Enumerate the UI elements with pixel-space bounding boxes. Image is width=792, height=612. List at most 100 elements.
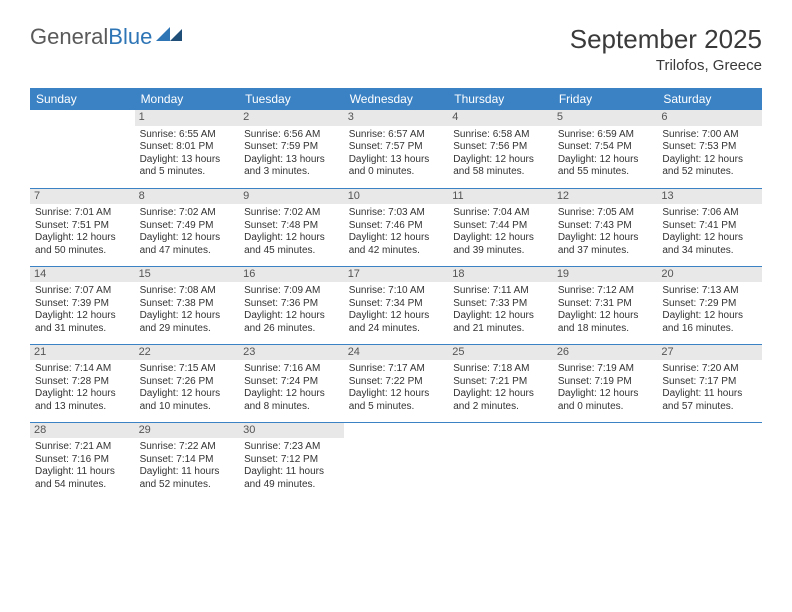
sunset-line: Sunset: 7:16 PM: [35, 454, 130, 467]
day-number: 3: [344, 110, 449, 126]
dow-thursday: Thursday: [448, 88, 553, 110]
daylight-line: Daylight: 12 hours and 24 minutes.: [349, 310, 444, 335]
empty-cell: [30, 110, 135, 188]
sunset-line: Sunset: 8:01 PM: [140, 141, 235, 154]
day-number: 2: [239, 110, 344, 126]
sunrise-line: Sunrise: 7:05 AM: [558, 207, 653, 220]
daylight-line: Daylight: 13 hours and 0 minutes.: [349, 154, 444, 179]
sunset-line: Sunset: 7:14 PM: [140, 454, 235, 467]
sunset-line: Sunset: 7:12 PM: [244, 454, 339, 467]
sunrise-line: Sunrise: 6:55 AM: [140, 129, 235, 142]
sunrise-line: Sunrise: 7:06 AM: [662, 207, 757, 220]
sunrise-line: Sunrise: 7:08 AM: [140, 285, 235, 298]
day-number: 18: [448, 267, 553, 283]
empty-cell: [553, 422, 658, 500]
sunrise-line: Sunrise: 7:23 AM: [244, 441, 339, 454]
sunrise-line: Sunrise: 7:17 AM: [349, 363, 444, 376]
day-cell: 30Sunrise: 7:23 AMSunset: 7:12 PMDayligh…: [239, 422, 344, 500]
sunrise-line: Sunrise: 6:57 AM: [349, 129, 444, 142]
header: GeneralBlue September 2025 Trilofos, Gre…: [30, 24, 762, 74]
day-number: 26: [553, 345, 658, 361]
sunrise-line: Sunrise: 7:18 AM: [453, 363, 548, 376]
week-row: 7Sunrise: 7:01 AMSunset: 7:51 PMDaylight…: [30, 188, 762, 266]
sunrise-line: Sunrise: 7:21 AM: [35, 441, 130, 454]
day-number: 1: [135, 110, 240, 126]
sunset-line: Sunset: 7:54 PM: [558, 141, 653, 154]
week-row: 14 Sunrise: 7:07 AMSunset: 7:39 PM Dayligh…: [30, 266, 762, 344]
day-cell: 12Sunrise: 7:05 AMSunset: 7:43 PMDayligh…: [553, 188, 658, 266]
daylight-line: Daylight: 12 hours and 13 minutes.: [35, 388, 130, 413]
day-number: 8: [135, 189, 240, 205]
day-cell: 13Sunrise: 7:06 AMSunset: 7:41 PMDayligh…: [657, 188, 762, 266]
day-number: 12: [553, 189, 658, 205]
week-row: 28Sunrise: 7:21 AMSunset: 7:16 PMDayligh…: [30, 422, 762, 500]
day-cell: 26Sunrise: 7:19 AMSunset: 7:19 PMDayligh…: [553, 344, 658, 422]
daylight-line: Daylight: 12 hours and 55 minutes.: [558, 154, 653, 179]
day-number: 7: [30, 189, 135, 205]
day-number: 27: [657, 345, 762, 361]
sunrise-line: Sunrise: 7:14 AM: [35, 363, 130, 376]
day-number: 20: [657, 267, 762, 283]
sunset-line: Sunset: 7:41 PM: [662, 220, 757, 233]
day-cell: 11Sunrise: 7:04 AMSunset: 7:44 PMDayligh…: [448, 188, 553, 266]
sunrise-line: Sunrise: 7:02 AM: [244, 207, 339, 220]
empty-cell: [448, 422, 553, 500]
daylight-line: Daylight: 12 hours and 2 minutes.: [453, 388, 548, 413]
day-cell: 5Sunrise: 6:59 AMSunset: 7:54 PMDaylight…: [553, 110, 658, 188]
day-cell: 2Sunrise: 6:56 AMSunset: 7:59 PMDaylight…: [239, 110, 344, 188]
day-number: 15: [135, 267, 240, 283]
daylight-line: Daylight: 12 hours and 10 minutes.: [140, 388, 235, 413]
day-cell: 4Sunrise: 6:58 AMSunset: 7:56 PMDaylight…: [448, 110, 553, 188]
daylight-line: Daylight: 12 hours and 39 minutes.: [453, 232, 548, 257]
day-cell: 1 Sunrise: 6:55 AMSunset: 8:01 PMDaylight…: [135, 110, 240, 188]
daylight-line: Daylight: 11 hours and 49 minutes.: [244, 466, 339, 491]
sunset-line: Sunset: 7:19 PM: [558, 376, 653, 389]
daylight-line: Daylight: 13 hours and 3 minutes.: [244, 154, 339, 179]
daylight-line: Daylight: 12 hours and 16 minutes.: [662, 310, 757, 335]
sunrise-line: Sunrise: 7:11 AM: [453, 285, 548, 298]
brand-part2: Blue: [108, 24, 152, 50]
daylight-line: Daylight: 12 hours and 21 minutes.: [453, 310, 548, 335]
day-number: 11: [448, 189, 553, 205]
daylight-line: Daylight: 13 hours and 5 minutes.: [140, 154, 235, 179]
daylight-line: Daylight: 12 hours and 45 minutes.: [244, 232, 339, 257]
dow-saturday: Saturday: [657, 88, 762, 110]
dow-sunday: Sunday: [30, 88, 135, 110]
empty-cell: [344, 422, 449, 500]
sunrise-line: Sunrise: 7:07 AM: [35, 285, 130, 298]
day-cell: 14Sunrise: 7:07 AMSunset: 7:39 PMDayligh…: [30, 266, 135, 344]
sunset-line: Sunset: 7:29 PM: [662, 298, 757, 311]
sunrise-line: Sunrise: 7:03 AM: [349, 207, 444, 220]
empty-cell: [657, 422, 762, 500]
sunset-line: Sunset: 7:28 PM: [35, 376, 130, 389]
dow-friday: Friday: [553, 88, 658, 110]
day-cell: 25Sunrise: 7:18 AMSunset: 7:21 PMDayligh…: [448, 344, 553, 422]
week-row: 21Sunrise: 7:14 AMSunset: 7:28 PMDayligh…: [30, 344, 762, 422]
sunrise-line: Sunrise: 7:19 AM: [558, 363, 653, 376]
day-cell: 18 Sunrise: 7:11 AMSunset: 7:33 PMDayligh…: [448, 266, 553, 344]
sunset-line: Sunset: 7:39 PM: [35, 298, 130, 311]
sunset-line: Sunset: 7:48 PM: [244, 220, 339, 233]
day-cell: 22Sunrise: 7:15 AMSunset: 7:26 PMDayligh…: [135, 344, 240, 422]
sunset-line: Sunset: 7:53 PM: [662, 141, 757, 154]
brand-mark-icon: [156, 27, 182, 41]
day-cell: 19Sunrise: 7:12 AMSunset: 7:31 PMDayligh…: [553, 266, 658, 344]
daylight-line: Daylight: 12 hours and 18 minutes.: [558, 310, 653, 335]
sunset-line: Sunset: 7:56 PM: [453, 141, 548, 154]
day-number: 6: [657, 110, 762, 126]
day-cell: 24Sunrise: 7:17 AMSunset: 7:22 PMDayligh…: [344, 344, 449, 422]
brand-logo: GeneralBlue: [30, 24, 182, 50]
sunrise-line: Sunrise: 7:02 AM: [140, 207, 235, 220]
location-label: Trilofos, Greece: [570, 57, 762, 74]
day-number: 4: [448, 110, 553, 126]
day-number: 10: [344, 189, 449, 205]
sunset-line: Sunset: 7:33 PM: [453, 298, 548, 311]
sunset-line: Sunset: 7:46 PM: [349, 220, 444, 233]
sunset-line: Sunset: 7:38 PM: [140, 298, 235, 311]
day-cell: 29Sunrise: 7:22 AMSunset: 7:14 PMDayligh…: [135, 422, 240, 500]
calendar-table: SundayMondayTuesdayWednesdayThursdayFrid…: [30, 88, 762, 500]
day-number: 14: [30, 267, 135, 283]
day-number: 16: [239, 267, 344, 283]
sunrise-line: Sunrise: 7:13 AM: [662, 285, 757, 298]
daylight-line: Daylight: 12 hours and 58 minutes.: [453, 154, 548, 179]
